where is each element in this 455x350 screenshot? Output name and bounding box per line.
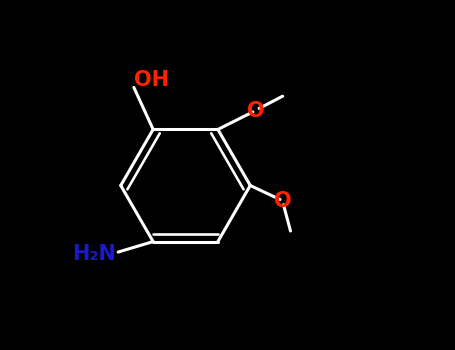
Text: H₂N: H₂N: [72, 244, 116, 264]
Text: OH: OH: [134, 70, 169, 90]
Text: O: O: [274, 191, 292, 211]
Text: O: O: [247, 101, 264, 121]
